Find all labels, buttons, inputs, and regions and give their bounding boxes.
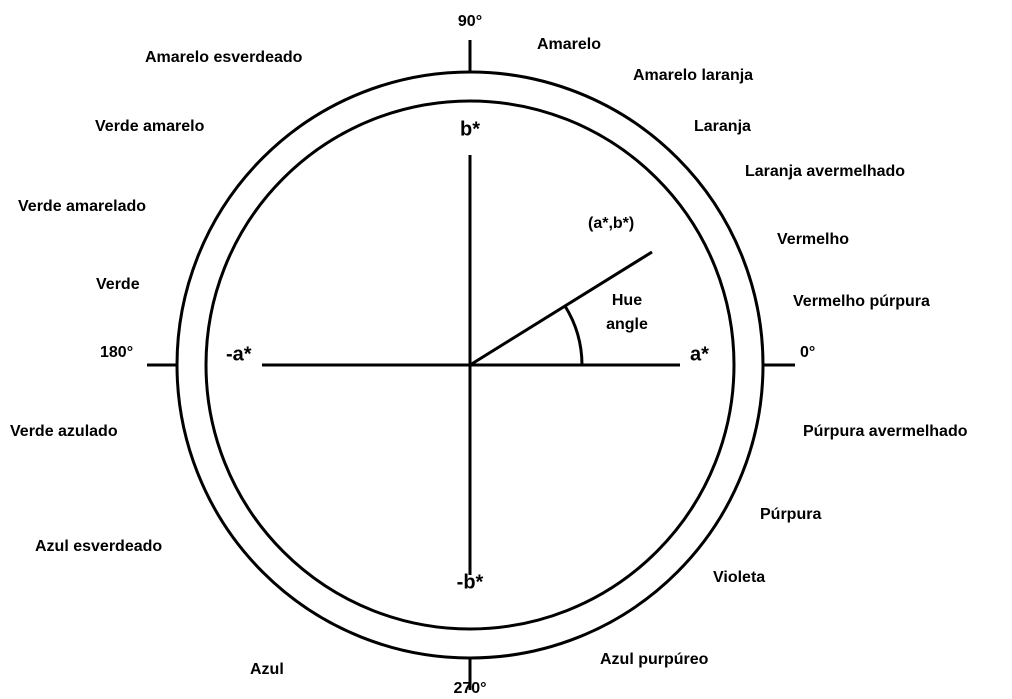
degree-label: 0° — [800, 344, 815, 361]
axis-label: b* — [460, 118, 480, 140]
axis-label: -b* — [457, 571, 484, 593]
angle-label: angle — [606, 316, 648, 333]
hue-label: Vermelho — [777, 231, 849, 248]
geometry — [147, 40, 795, 690]
hue-label: Amarelo laranja — [633, 67, 753, 84]
degree-label: 270° — [453, 680, 486, 697]
hue-label: Amarelo — [537, 36, 601, 53]
hue-ray — [469, 250, 653, 367]
hue-label: Azul esverdeado — [35, 538, 162, 555]
hue-label: Verde amarelado — [18, 198, 146, 215]
hue-label: Vermelho púrpura — [793, 293, 930, 310]
point-label: (a*,b*) — [588, 215, 634, 232]
inner-circle — [204, 99, 736, 631]
hue-label: Azul purpúreo — [600, 651, 709, 668]
hue-label: Verde amarelo — [95, 118, 205, 135]
axis-label: a* — [690, 343, 709, 365]
angle-label: Hue — [612, 292, 642, 309]
axis-label: -a* — [226, 343, 252, 365]
degree-label: 180° — [100, 344, 133, 361]
hue-label: Laranja — [694, 118, 751, 135]
degree-label: 90° — [458, 13, 482, 30]
hue-label: Púrpura avermelhado — [803, 423, 968, 440]
hue-arc — [563, 305, 584, 366]
hue-label: Amarelo esverdeado — [145, 49, 303, 66]
hue-label: Violeta — [713, 569, 765, 586]
hue-label: Laranja avermelhado — [745, 163, 905, 180]
hue-label: Verde azulado — [10, 423, 118, 440]
hue-label: Verde — [96, 276, 140, 293]
hue-label: Púrpura — [760, 506, 821, 523]
hue-label: Azul — [250, 661, 284, 678]
